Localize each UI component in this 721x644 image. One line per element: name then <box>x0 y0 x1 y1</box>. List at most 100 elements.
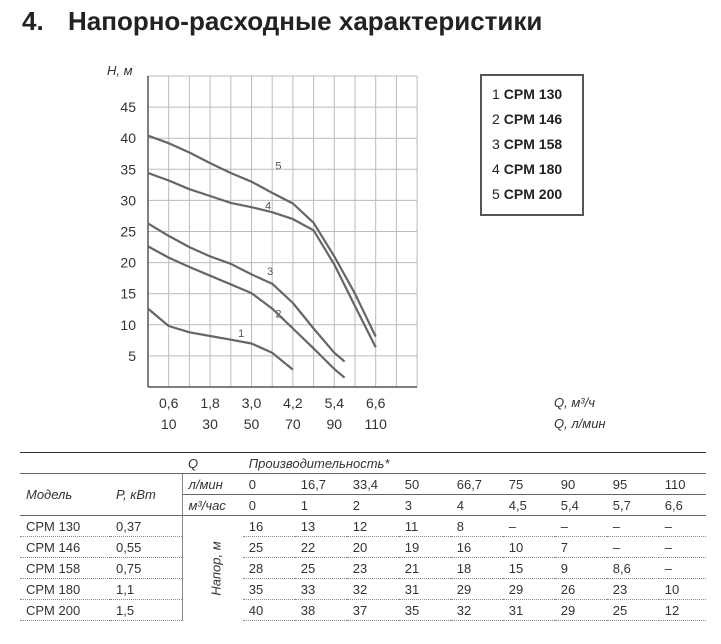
head-value-cell: 10 <box>658 578 706 600</box>
head-value-cell: 31 <box>398 578 451 600</box>
head-value-cell: 40 <box>242 599 295 621</box>
head-value-cell: 9 <box>554 557 607 579</box>
head-value-cell: 31 <box>502 599 555 621</box>
head-value-cell: 15 <box>502 557 555 579</box>
y-tick-label: 25 <box>120 224 136 240</box>
head-value-cell: – <box>658 557 706 579</box>
head-value-cell: 7 <box>554 536 607 558</box>
head-value-cell: 8 <box>450 515 503 537</box>
head-value-cell: 19 <box>398 536 451 558</box>
x-tick-label-m3h: 3,0 <box>242 395 262 411</box>
power-cell: 0,75 <box>110 557 183 579</box>
lmin-value: 50 <box>398 473 451 495</box>
m3h-value: 4,5 <box>502 494 555 516</box>
performance-label: Производительность* <box>242 452 706 474</box>
lmin-value: 95 <box>606 473 659 495</box>
model-header: Модель <box>20 473 110 516</box>
x-tick-label-lmin: 70 <box>285 416 301 432</box>
m3h-value: 5,7 <box>606 494 659 516</box>
x-tick-label-lmin: 10 <box>161 416 177 432</box>
y-tick-label: 20 <box>120 255 136 271</box>
model-cell: CPM 180 <box>20 578 110 600</box>
model-cell: CPM 200 <box>20 599 110 621</box>
lmin-unit: л/мин <box>182 473 243 495</box>
m3h-value: 2 <box>346 494 399 516</box>
curve-3 <box>147 222 346 363</box>
head-value-cell: 25 <box>294 557 347 579</box>
power-cell: 1,5 <box>110 599 183 621</box>
y-tick-label: 35 <box>120 161 136 177</box>
lmin-value: 33,4 <box>346 473 399 495</box>
power-cell: 0,55 <box>110 536 183 558</box>
curve-4 <box>147 171 377 348</box>
model-cell: CPM 158 <box>20 557 110 579</box>
head-value-cell: 35 <box>242 578 295 600</box>
y-tick-label: 40 <box>120 130 136 146</box>
lmin-value: 110 <box>658 473 706 495</box>
y-tick-label: 5 <box>128 348 136 364</box>
x-tick-labels: 0,6 10 1,8 30 3,0 50 4,2 70 5,4 90 6,6 110 <box>159 395 387 432</box>
head-value-cell: 26 <box>554 578 607 600</box>
m3h-value: 4 <box>450 494 503 516</box>
section-title: Напорно-расходные характеристики <box>68 6 543 36</box>
legend-item: 5 CPM 200 <box>492 186 563 202</box>
head-value-cell: 21 <box>398 557 451 579</box>
m3h-value: 1 <box>294 494 347 516</box>
head-value-cell: – <box>606 536 659 558</box>
chart-legend: 1 CPM 130 2 CPM 146 3 CPM 158 4 CPM 180 5 CPM… <box>480 74 584 216</box>
power-cell: 0,37 <box>110 515 183 537</box>
table-row: CPM 180 1,1 35 33 32 31 29 29 26 23 10 <box>20 578 706 600</box>
head-label-cell: Напор, м <box>182 516 243 621</box>
head-value-cell: 23 <box>346 557 399 579</box>
curve-2 <box>147 245 346 379</box>
head-value-cell: 37 <box>346 599 399 621</box>
head-value-cell: 29 <box>502 578 555 600</box>
x-tick-label-m3h: 6,6 <box>366 395 386 411</box>
m3h-unit: м³/час <box>182 494 243 516</box>
head-value-cell: 32 <box>450 599 503 621</box>
y-tick-label: 45 <box>120 99 136 115</box>
head-value-cell: 13 <box>294 515 347 537</box>
legend-item: 2 CPM 146 <box>492 111 563 127</box>
x-tick-label-m3h: 4,2 <box>283 395 303 411</box>
legend-item: 4 CPM 180 <box>492 161 563 177</box>
x-tick-label-m3h: 0,6 <box>159 395 179 411</box>
performance-table: Q Производительность* Модель P, кВт л/ми… <box>20 452 706 621</box>
head-value-cell: 16 <box>242 515 295 537</box>
head-value-cell: 38 <box>294 599 347 621</box>
chart-grid <box>147 75 418 388</box>
head-label: Напор, м <box>208 541 224 596</box>
head-value-cell: 8,6 <box>606 557 659 579</box>
head-value-cell: 29 <box>450 578 503 600</box>
m3h-value: 0 <box>242 494 295 516</box>
head-value-cell: 23 <box>606 578 659 600</box>
performance-curves: 1 2 3 4 5 <box>147 134 377 379</box>
head-value-cell: 12 <box>658 599 706 621</box>
curve-label-3: 3 <box>267 266 273 278</box>
head-value-cell: – <box>606 515 659 537</box>
head-value-cell: 25 <box>606 599 659 621</box>
y-tick-label: 10 <box>120 317 136 333</box>
section-number: 4. <box>22 6 44 36</box>
curve-1 <box>147 307 294 371</box>
head-value-cell: – <box>658 536 706 558</box>
head-value-cell: 20 <box>346 536 399 558</box>
y-tick-label: 15 <box>120 286 136 302</box>
head-value-cell: 33 <box>294 578 347 600</box>
head-value-cell: – <box>554 515 607 537</box>
lmin-value: 66,7 <box>450 473 503 495</box>
lmin-value: 90 <box>554 473 607 495</box>
x-axis-label-m3h: Q, м³/ч <box>554 395 595 410</box>
lmin-value: 75 <box>502 473 555 495</box>
curve-label-4: 4 <box>265 201 271 213</box>
x-axis-label-lmin: Q, л/мин <box>554 416 606 431</box>
model-cell: CPM 130 <box>20 515 110 537</box>
y-tick-labels: 5 10 15 20 25 30 35 40 45 <box>120 99 136 364</box>
head-value-cell: 32 <box>346 578 399 600</box>
curve-5 <box>147 134 377 338</box>
head-value-cell: 35 <box>398 599 451 621</box>
y-axis-label: Н, м <box>107 63 133 78</box>
x-tick-label-lmin: 30 <box>202 416 218 432</box>
x-tick-label-m3h: 1,8 <box>200 395 220 411</box>
